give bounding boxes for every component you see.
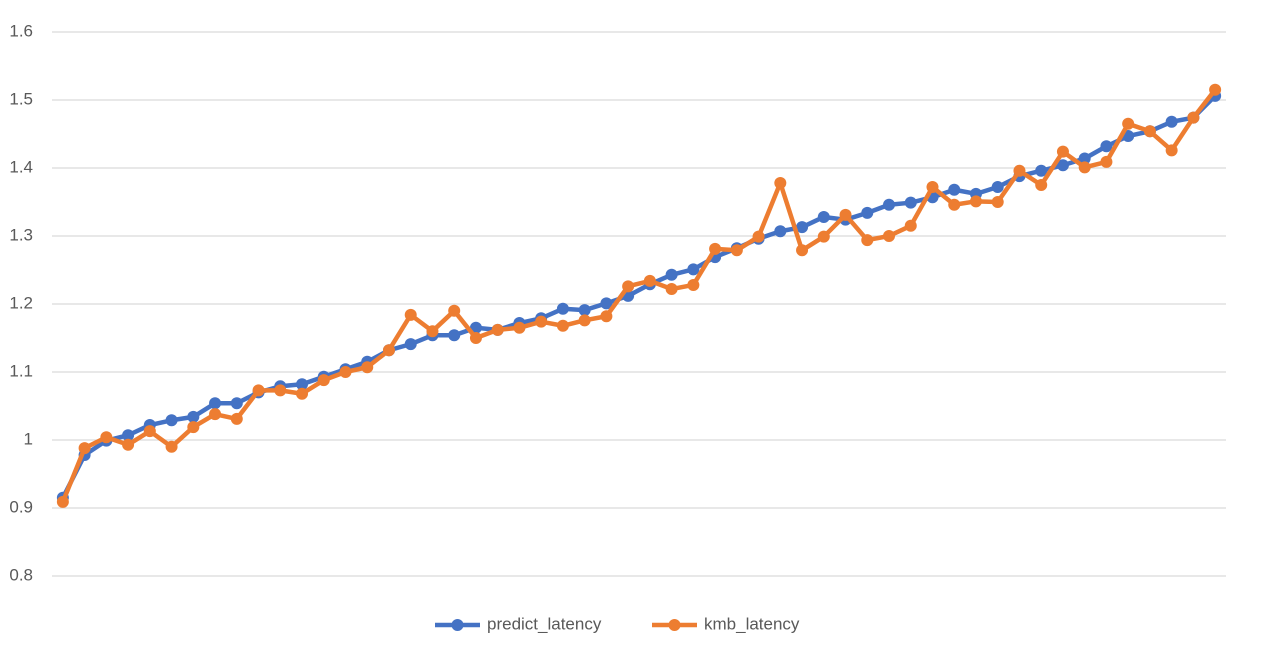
data-point <box>491 323 504 336</box>
data-point <box>752 230 765 243</box>
data-point <box>578 314 591 327</box>
legend-marker <box>668 619 681 631</box>
data-point <box>426 325 439 338</box>
data-point <box>1078 161 1091 174</box>
data-point <box>296 378 309 391</box>
data-point <box>578 304 591 317</box>
data-point <box>78 442 91 455</box>
data-point <box>165 440 178 453</box>
data-point <box>600 310 613 323</box>
data-point <box>143 425 156 438</box>
data-point <box>665 268 678 281</box>
data-point <box>904 219 917 232</box>
data-point <box>774 225 787 238</box>
data-point <box>730 244 743 257</box>
data-point <box>317 374 330 387</box>
data-point <box>1143 125 1156 138</box>
y-tick-label: 1.5 <box>9 89 33 108</box>
data-point <box>122 438 135 451</box>
data-point <box>1187 111 1200 124</box>
data-point <box>556 319 569 332</box>
data-point <box>1056 145 1069 158</box>
data-point <box>209 408 222 421</box>
data-point <box>274 384 287 397</box>
data-point <box>948 198 961 211</box>
y-tick-label: 0.8 <box>9 565 33 584</box>
data-point <box>382 344 395 357</box>
data-point <box>252 384 265 397</box>
data-point <box>817 210 830 223</box>
data-point <box>687 278 700 291</box>
data-point <box>361 361 374 374</box>
data-point <box>622 280 635 293</box>
series-line <box>60 94 1217 499</box>
y-tick-label: 1 <box>24 429 33 448</box>
data-point <box>1165 144 1178 157</box>
data-point <box>861 206 874 219</box>
data-point <box>100 431 113 444</box>
data-point <box>926 181 939 194</box>
data-point <box>796 221 809 234</box>
data-point <box>904 196 917 209</box>
data-point <box>665 283 678 296</box>
legend-label: predict_latency <box>487 614 602 633</box>
y-tick-label: 1.1 <box>9 361 33 380</box>
data-point <box>709 242 722 255</box>
data-point <box>687 263 700 276</box>
data-point <box>1013 164 1026 177</box>
data-point <box>1056 159 1069 172</box>
data-point <box>1035 179 1048 191</box>
data-point <box>187 410 200 423</box>
data-point <box>448 329 461 342</box>
data-point <box>774 176 787 189</box>
data-point <box>122 429 135 442</box>
y-tick-label: 1.4 <box>9 157 33 176</box>
data-point <box>817 230 830 243</box>
data-point <box>404 338 417 351</box>
y-tick-label: 1.2 <box>9 293 33 312</box>
data-point <box>56 495 69 508</box>
data-point <box>296 387 309 400</box>
data-point <box>165 414 178 427</box>
data-point <box>404 308 417 321</box>
y-tick-label: 1.6 <box>9 21 33 40</box>
data-point <box>948 183 961 196</box>
data-point <box>1209 83 1222 96</box>
data-point <box>883 198 896 211</box>
data-point <box>969 195 982 208</box>
data-point <box>839 208 852 221</box>
data-point <box>991 196 1004 208</box>
data-point <box>339 366 352 378</box>
data-point <box>883 230 896 242</box>
data-point <box>209 397 222 410</box>
data-point <box>556 302 569 315</box>
data-point <box>600 297 613 310</box>
data-point <box>861 234 874 247</box>
legend-marker <box>451 619 464 631</box>
data-point <box>513 321 526 334</box>
data-point <box>1165 115 1178 128</box>
data-point <box>1122 117 1135 130</box>
data-point <box>796 244 809 257</box>
data-point <box>230 397 243 410</box>
data-point <box>1100 140 1113 153</box>
y-tick-label: 0.9 <box>9 497 33 516</box>
data-point <box>643 274 656 287</box>
data-point <box>230 412 243 425</box>
data-point <box>1078 152 1091 165</box>
data-point <box>448 304 461 317</box>
legend-label: kmb_latency <box>704 614 800 633</box>
y-tick-label: 1.3 <box>9 225 33 244</box>
data-point <box>991 181 1004 194</box>
data-point <box>535 315 548 328</box>
data-point <box>1035 164 1048 177</box>
data-point <box>469 332 482 344</box>
data-point <box>1100 155 1113 168</box>
data-point <box>187 421 200 434</box>
